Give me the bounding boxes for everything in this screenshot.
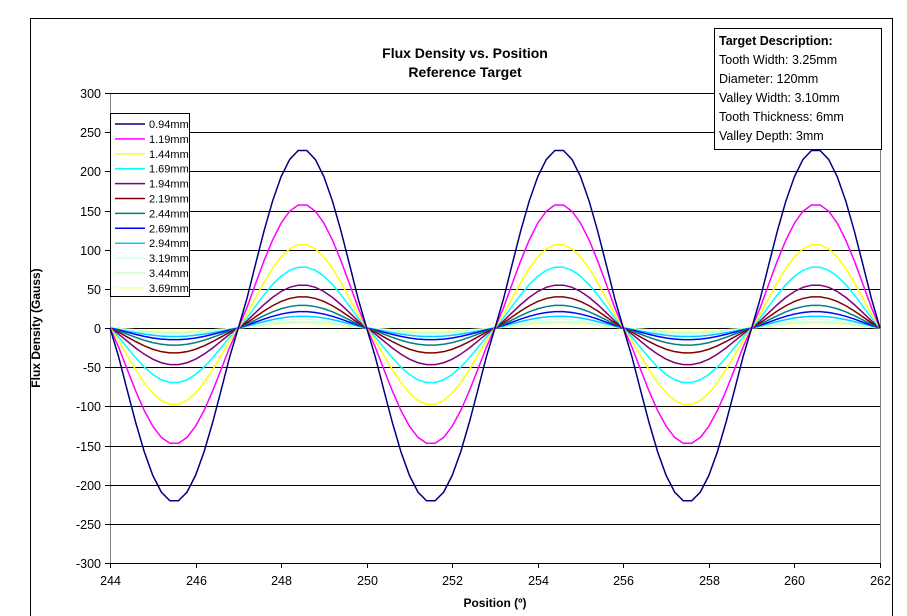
y-axis-label: Flux Density (Gauss) [29, 268, 43, 387]
legend-label: 2.19mm [149, 194, 189, 206]
y-tick-label: -300 [76, 557, 101, 571]
target-line-valley-width: Valley Width: 3.10mm [719, 91, 840, 105]
plot-area: 300 250 200 150 100 50 0 -50 -100 -150 -200 -250 -30… [76, 87, 891, 588]
y-tick-label: 50 [87, 283, 101, 297]
legend-label: 1.44mm [149, 149, 189, 161]
legend-label: 1.94mm [149, 179, 189, 191]
legend-label: 3.44mm [149, 268, 189, 280]
x-tick-label: 244 [100, 574, 121, 588]
x-tick-label: 250 [357, 574, 378, 588]
y-tick-label: -250 [76, 518, 101, 532]
legend-label: 2.44mm [149, 208, 189, 220]
y-tick-label: 250 [80, 126, 101, 140]
x-tick-label: 252 [442, 574, 463, 588]
y-tick-label: 0 [94, 322, 101, 336]
target-line-valley-depth: Valley Depth: 3mm [719, 129, 824, 143]
legend-border [110, 113, 190, 297]
legend-label: 1.69mm [149, 164, 189, 176]
legend-label: 2.94mm [149, 238, 189, 250]
x-axis-ticks: 244 246 248 250 252 254 256 258 260 262 [100, 563, 891, 588]
y-axis-ticks: 300 250 200 150 100 50 0 -50 -100 -150 -200 -250 -30… [76, 87, 110, 571]
x-axis-label: Position (º) [463, 596, 526, 610]
y-tick-label: -50 [83, 361, 101, 375]
legend-label: 1.19mm [149, 134, 189, 146]
target-line-tooth-width: Tooth Width: 3.25mm [719, 53, 837, 67]
y-tick-label: 300 [80, 87, 101, 101]
legend: 0.94mm 1.19mm 1.44mm 1.69mm 1.94mm 2.19mm 2.44… [110, 113, 190, 297]
legend-label: 2.69mm [149, 223, 189, 235]
legend-label: 0.94mm [149, 119, 189, 131]
y-tick-label: 150 [80, 205, 101, 219]
legend-label: 3.19mm [149, 253, 189, 265]
x-tick-label: 256 [613, 574, 634, 588]
x-tick-label: 258 [699, 574, 720, 588]
x-tick-label: 260 [784, 574, 805, 588]
y-tick-label: 100 [80, 244, 101, 258]
y-tick-label: -150 [76, 440, 101, 454]
legend-label: 3.69mm [149, 283, 189, 295]
x-tick-label: 254 [528, 574, 549, 588]
x-tick-label: 248 [271, 574, 292, 588]
series-line-0.94mm [109, 149, 881, 502]
target-line-tooth-thickness: Tooth Thickness: 6mm [719, 110, 844, 124]
y-tick-label: -200 [76, 479, 101, 493]
target-box-heading: Target Description: [719, 34, 833, 48]
x-tick-label: 246 [186, 574, 207, 588]
chart-title: Flux Density vs. Position [382, 45, 548, 61]
target-description-box: Target Description: Tooth Width: 3.25mm … [714, 28, 882, 150]
chart-subtitle: Reference Target [408, 64, 522, 80]
y-tick-label: 200 [80, 165, 101, 179]
y-tick-label: -100 [76, 400, 101, 414]
series-lines [109, 149, 881, 502]
target-box-border [714, 28, 882, 150]
target-line-diameter: Diameter: 120mm [719, 72, 818, 86]
x-tick-label: 262 [870, 574, 891, 588]
